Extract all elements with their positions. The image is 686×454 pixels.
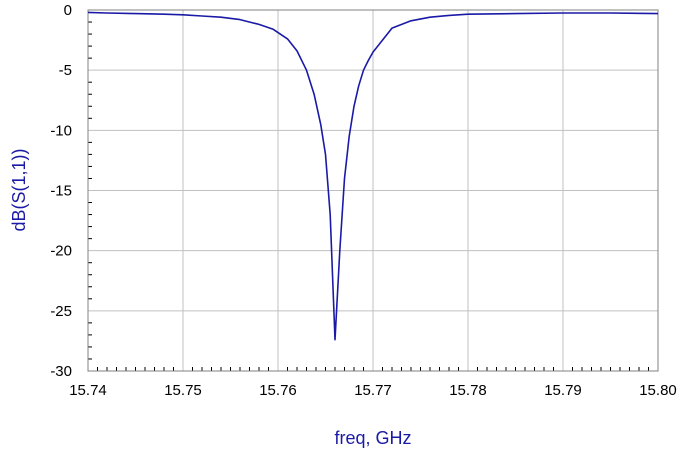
y-tick-label: 0 <box>64 2 72 19</box>
x-tick-label: 15.77 <box>354 382 392 399</box>
y-tick-labels: 0 -5 -10 -15 -20 -25 -30 <box>50 2 72 380</box>
series-line-s11 <box>87 11 659 341</box>
x-tick-label: 15.78 <box>449 382 487 399</box>
x-tick-label: 15.79 <box>544 382 582 399</box>
y-tick-label: -25 <box>50 303 72 320</box>
y-tick-label: -20 <box>50 243 72 260</box>
y-tick-label: -5 <box>59 62 72 79</box>
plot-frame <box>87 9 659 372</box>
y-tick-label: -10 <box>50 122 72 139</box>
grid <box>88 10 658 371</box>
x-tick-label: 15.74 <box>69 382 107 399</box>
x-tick-label: 15.75 <box>164 382 202 399</box>
x-tick-label: 15.76 <box>259 382 297 399</box>
y-axis-label: dB(S(1,1)) <box>9 148 29 231</box>
minor-ticks <box>88 21 649 371</box>
x-tick-labels: 15.74 15.75 15.76 15.77 15.78 15.79 15.80 <box>69 382 677 399</box>
x-tick-label: 15.80 <box>639 382 677 399</box>
series-layer <box>87 11 659 341</box>
y-tick-label: -30 <box>50 363 72 380</box>
y-tick-label: -15 <box>50 183 72 200</box>
x-axis-label: freq, GHz <box>334 428 411 448</box>
